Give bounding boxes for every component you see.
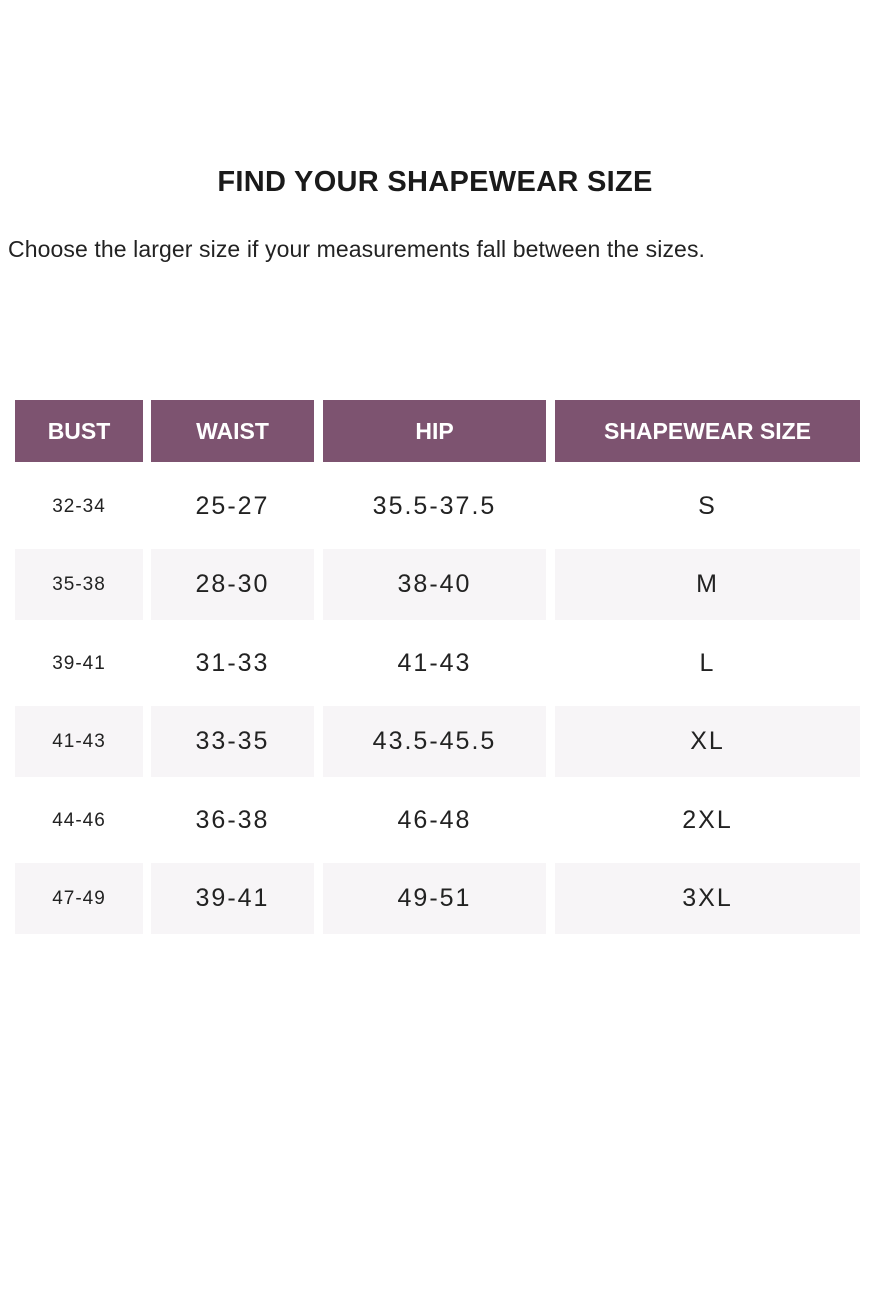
- cell-shapewear-size: M: [555, 549, 860, 620]
- cell-shapewear-size: XL: [555, 706, 860, 777]
- cell-hip: 49-51: [323, 863, 546, 934]
- header-shapewear-size: SHAPEWEAR SIZE: [555, 400, 860, 462]
- header-bust: BUST: [15, 400, 143, 462]
- cell-bust: 32-34: [52, 495, 106, 517]
- cell-waist: 39-41: [151, 863, 314, 934]
- cell-shapewear-size: S: [698, 492, 717, 520]
- header-hip: HIP: [323, 400, 546, 462]
- cell-hip: 41-43: [397, 649, 472, 677]
- cell-waist: 28-30: [151, 549, 314, 620]
- cell-shapewear-size: 3XL: [555, 863, 860, 934]
- cell-hip: 38-40: [323, 549, 546, 620]
- cell-bust: 44-46: [52, 809, 106, 831]
- cell-shapewear-size: 2XL: [682, 806, 733, 834]
- header-waist: WAIST: [151, 400, 314, 462]
- cell-hip: 35.5-37.5: [372, 492, 497, 520]
- cell-shapewear-size: L: [699, 649, 716, 677]
- cell-bust: 35-38: [15, 549, 143, 620]
- page-title: FIND YOUR SHAPEWEAR SIZE: [217, 166, 653, 198]
- cell-waist: 36-38: [195, 806, 270, 834]
- cell-waist: 25-27: [195, 492, 270, 520]
- cell-bust: 47-49: [15, 863, 143, 934]
- cell-hip: 43.5-45.5: [323, 706, 546, 777]
- cell-waist: 33-35: [151, 706, 314, 777]
- page-subtitle: Choose the larger size if your measureme…: [8, 236, 706, 262]
- cell-waist: 31-33: [195, 649, 270, 677]
- cell-bust: 41-43: [15, 706, 143, 777]
- cell-bust: 39-41: [52, 652, 106, 674]
- cell-hip: 46-48: [397, 806, 472, 834]
